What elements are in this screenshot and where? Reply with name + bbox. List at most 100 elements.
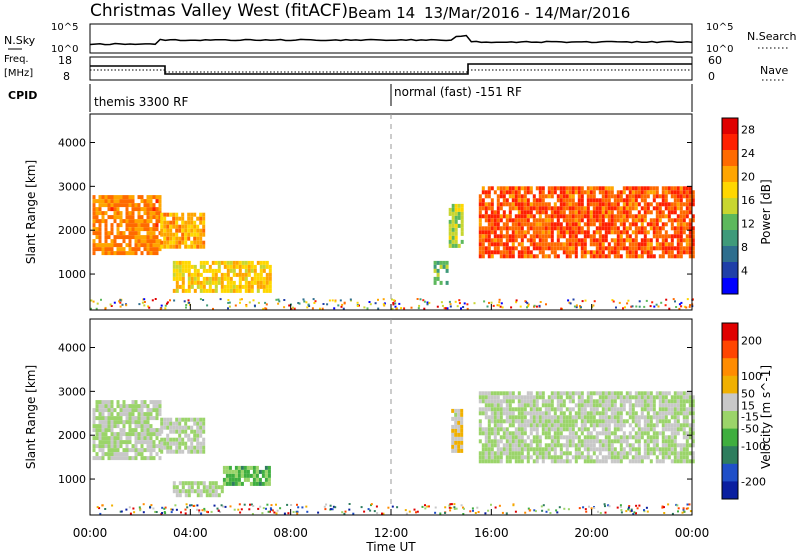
velocity-colorbar-tick: -50: [741, 423, 759, 436]
power-colorbar-tick: 20: [741, 171, 755, 184]
time-x-axis: 00:00 04:00 08:00 12:00 16:00 20:00 00:00: [73, 304, 710, 540]
power-colorbar-tick: 8: [741, 241, 748, 254]
power-echo-region: [433, 260, 449, 285]
x-tick-label: 00:00: [675, 526, 710, 540]
power-ytick-label: 1000: [58, 268, 86, 281]
velocity-colorbar-swatch: [722, 428, 738, 447]
velocity-colorbar-swatch: [722, 323, 738, 342]
power-colorbar-swatch: [722, 182, 738, 199]
velocity-colorbar-label: Velocity [m s^-1]: [759, 365, 773, 469]
power-colorbar-tick: 4: [741, 265, 748, 278]
nsky-label: N.Sky: [4, 34, 36, 47]
power-colorbar-tick: 12: [741, 218, 755, 231]
velocity-colorbar-swatch: [722, 358, 738, 377]
velocity-echo-region: [222, 465, 271, 486]
power-colorbar-swatch: [722, 150, 738, 167]
power-ytick-label: 2000: [58, 224, 86, 237]
nsky-panel: [89, 23, 693, 54]
x-tick-label: 04:00: [173, 526, 208, 540]
velocity-ytick-label: 1000: [58, 473, 86, 486]
power-echo-region: [160, 212, 206, 249]
power-colorbar-swatch: [722, 230, 738, 247]
freq-tick-bottom: 8: [63, 70, 70, 83]
power-ytick-label: 4000: [58, 137, 86, 150]
nave-series: [90, 69, 692, 73]
power-colorbar-swatch: [722, 214, 738, 231]
velocity-echo-region: [160, 417, 206, 454]
power-ylabel: Slant Range [km]: [24, 160, 38, 264]
power-colorbar-swatch: [722, 246, 738, 263]
velocity-colorbar-swatch: [722, 340, 738, 359]
cpid-segment-2: normal (fast) -151 RF: [394, 85, 522, 99]
cpid-segment-1: themis 3300 RF: [94, 95, 188, 109]
power-colorbar-frame: [721, 117, 739, 295]
power-colorbar-tick: 24: [741, 147, 755, 160]
nsearch-label: N.Search: [747, 30, 797, 43]
x-axis-label: Time UT: [365, 540, 416, 554]
velocity-echo-region: [172, 481, 224, 498]
power-echo-region: [92, 195, 162, 256]
power-echo-region: [448, 203, 464, 248]
velocity-ground-scatter: [96, 503, 692, 515]
beam-label: Beam 14: [348, 4, 415, 22]
velocity-colorbar-tick: 200: [741, 335, 762, 348]
x-tick-label: 08:00: [273, 526, 308, 540]
date-range: 13/Mar/2016 - 14/Mar/2016: [424, 4, 630, 22]
velocity-colorbar-tick: 50: [741, 387, 755, 400]
power-colorbar-swatch: [722, 118, 738, 135]
velocity-colorbar-tick: -15: [741, 410, 759, 423]
velocity-heatmap: [92, 391, 695, 515]
nsky-series: [89, 34, 693, 46]
x-tick-label: 16:00: [474, 526, 509, 540]
velocity-echo-region: [92, 400, 162, 461]
velocity-ytick-label: 4000: [58, 342, 86, 355]
velocity-ytick-label: 2000: [58, 429, 86, 442]
power-colorbar-swatch: [722, 166, 738, 183]
power-colorbar-tick: 16: [741, 194, 755, 207]
freq-label: Freq.: [4, 54, 29, 65]
power-colorbar-swatch: [722, 198, 738, 215]
velocity-colorbar-tick: -200: [741, 475, 766, 488]
power-echo-region: [172, 260, 272, 293]
velocity-colorbar-frame: [721, 322, 739, 500]
velocity-colorbar-swatch: [722, 393, 738, 412]
velocity-echo-region: [451, 408, 464, 453]
power-colorbar-swatch: [722, 262, 738, 279]
power-colorbar-tick: 28: [741, 124, 755, 137]
velocity-ytick-label: 3000: [58, 385, 86, 398]
power-ytick-label: 3000: [58, 180, 86, 193]
nsky-tick-bottom: 10^0: [51, 44, 78, 55]
station-title: Christmas Valley West (fitACF): [90, 1, 348, 21]
velocity-y-axis: 1000 2000 3000 4000: [58, 342, 692, 486]
power-echo-region: [478, 186, 695, 259]
nsky-tick-top: 10^5: [51, 22, 78, 33]
velocity-colorbar-swatch: [722, 375, 738, 394]
velocity-colorbar-swatch: [722, 481, 738, 500]
velocity-colorbar-tick: 100: [741, 370, 762, 383]
x-tick-label: 20:00: [574, 526, 609, 540]
power-y-axis: 1000 2000 3000 4000: [58, 137, 692, 281]
velocity-colorbar-swatch: [722, 463, 738, 482]
nsearch-tick-bottom: 10^0: [706, 44, 733, 55]
power-ground-scatter: [90, 298, 694, 310]
velocity-echo-region: [478, 391, 695, 464]
power-colorbar-swatch: [722, 134, 738, 151]
power-colorbar-swatch: [722, 278, 738, 295]
velocity-colorbar-swatch: [722, 411, 738, 430]
velocity-colorbar-tick: 15: [741, 400, 755, 413]
nsearch-tick-top: 10^5: [706, 22, 733, 33]
power-colorbar-label: Power [dB]: [759, 179, 773, 244]
power-colorbar: 4 8 12 16 20 24 28: [721, 117, 755, 295]
velocity-ylabel: Slant Range [km]: [24, 365, 38, 469]
nave-label: Nave: [760, 64, 788, 77]
x-tick-label: 00:00: [73, 526, 108, 540]
velocity-colorbar-swatch: [722, 446, 738, 465]
nave-tick-bottom: 0: [708, 70, 715, 83]
freq-tick-top: 18: [58, 54, 72, 67]
nave-tick-top: 60: [708, 54, 722, 67]
cpid-label: CPID: [8, 89, 37, 102]
freq-panel: [89, 56, 693, 81]
freq-unit: [MHz]: [4, 68, 33, 79]
